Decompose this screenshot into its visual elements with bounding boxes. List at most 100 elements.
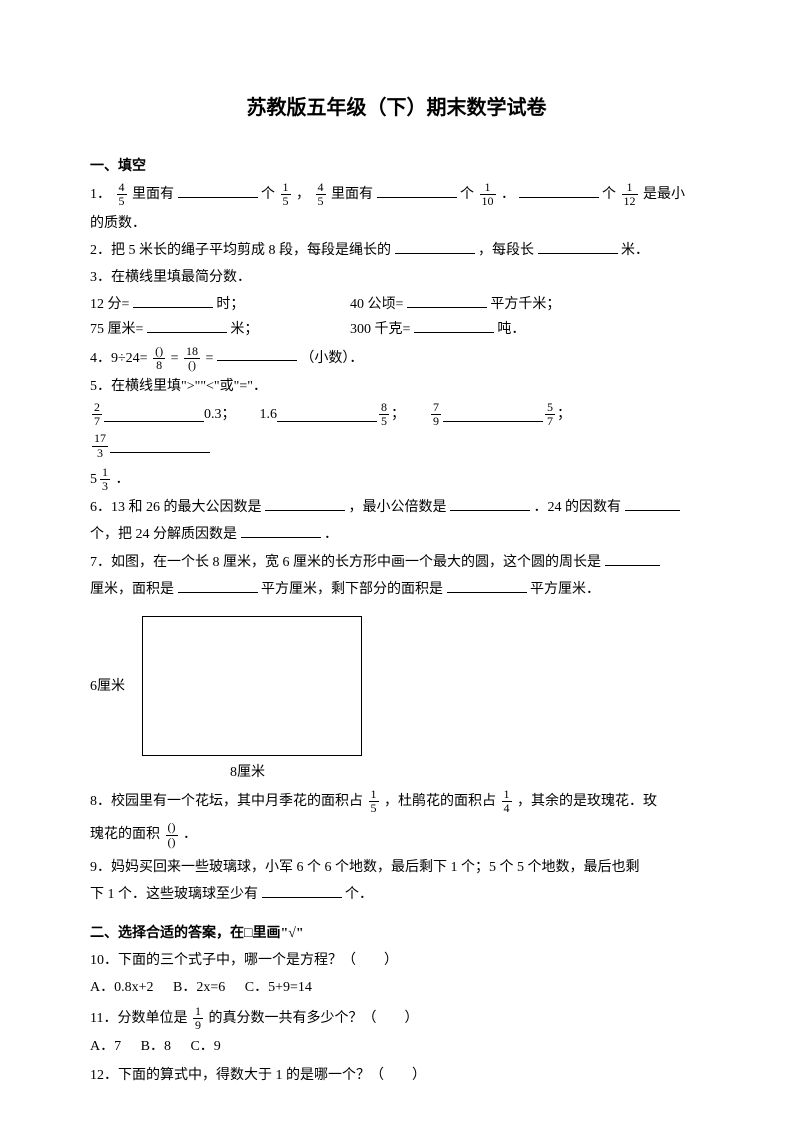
q5-a: 27 0.3； (90, 401, 236, 428)
option-a[interactable]: A．7 (90, 1039, 121, 1054)
text: ． (324, 527, 338, 542)
text: ，最小公倍数是 (349, 500, 447, 515)
blank[interactable] (265, 497, 345, 511)
blank[interactable] (104, 408, 204, 422)
blank[interactable] (178, 184, 258, 198)
text: （小数）． (300, 350, 363, 365)
text: 米． (621, 243, 649, 258)
blank[interactable] (443, 408, 543, 422)
blank[interactable] (407, 294, 487, 308)
rectangle-figure: 6厘米 8厘米 (90, 612, 703, 782)
blank[interactable] (110, 439, 210, 453)
text: 个 (460, 187, 474, 202)
blank[interactable] (625, 497, 680, 511)
blank[interactable] (414, 319, 494, 333)
blank[interactable] (447, 579, 527, 593)
text: 0.3； (204, 402, 236, 427)
q10-options: A．0.8x+2 B．2x=6 C．5+9=14 (90, 975, 703, 1000)
fraction-2-7: 27 (92, 401, 102, 428)
rect-box (142, 616, 362, 756)
option-b[interactable]: B．2x=6 (173, 980, 225, 995)
text: ，每段长 (478, 243, 534, 258)
fraction-1-12: 112 (622, 181, 638, 208)
q12: 12．下面的算式中，得数大于 1 的是哪一个？（ ） (90, 1063, 703, 1088)
q11: 11．分数单位是 19 的真分数一共有多少个？（ ） (90, 1005, 703, 1032)
q4: 4．9÷24= ()8 = 18() = （小数）． (90, 345, 703, 372)
blank[interactable] (605, 552, 660, 566)
q9: 9．妈妈买回来一些玻璃球，小军 6 个 6 个地数，最后剩下 1 个；5 个 5… (90, 855, 703, 880)
text: 吨． (497, 322, 525, 337)
text: 个 (261, 187, 275, 202)
text: = (206, 350, 214, 365)
text: 300 千克= (350, 322, 410, 337)
fraction-4-5: 45 (117, 181, 127, 208)
text: 是最小 (643, 187, 685, 202)
blank[interactable] (178, 579, 258, 593)
q5-c: 79 57 ； (429, 401, 571, 428)
fraction-1-4: 14 (502, 788, 512, 815)
blank[interactable] (538, 240, 618, 254)
blank[interactable] (450, 497, 530, 511)
blank[interactable] (147, 319, 227, 333)
blank[interactable] (277, 408, 377, 422)
text: 4．9÷24= (90, 350, 148, 365)
text: ．24 的因数有 (534, 500, 622, 515)
text: 平方厘米，剩下部分的面积是 (261, 582, 443, 597)
text: 2．把 5 米长的绳子平均剪成 8 段，每段是绳长的 (90, 243, 391, 258)
text: 平方千米； (490, 297, 560, 312)
rect-height-label: 6厘米 (90, 674, 125, 699)
q6: 6．13 和 26 的最大公因数是 ，最小公倍数是 ．24 的因数有 (90, 495, 703, 520)
blank[interactable] (241, 524, 321, 538)
text: ，其余的是玫瑰花．玫 (517, 794, 657, 809)
fraction-1-9: 19 (193, 1005, 203, 1032)
text: ； (557, 402, 571, 427)
text: 1.6 (260, 402, 278, 427)
q9-cont: 下 1 个．这些玻璃球至少有 个． (90, 882, 703, 907)
section-2-header: 二、选择合适的答案，在□里画"√" (90, 921, 703, 946)
fraction-paren-8: ()8 (153, 345, 165, 372)
option-a[interactable]: A．0.8x+2 (90, 980, 154, 995)
text: 个 (602, 187, 616, 202)
q1-cont: 的质数． (90, 211, 703, 236)
q6-cont: 个，把 24 分解质因数是 ． (90, 522, 703, 547)
blank[interactable] (217, 347, 297, 361)
exam-page: 苏教版五年级（下）期末数学试卷 一、填空 1． 45 里面有 个 15 ， 45… (0, 0, 793, 1122)
section-1-header: 一、填空 (90, 154, 703, 179)
fraction-1-5: 15 (281, 181, 291, 208)
fraction-5-7: 57 (545, 401, 555, 428)
text: ，杜鹃花的面积占 (384, 794, 496, 809)
text: = (171, 350, 179, 365)
fraction-1-5: 15 (369, 788, 379, 815)
q5-d: 173 (90, 432, 210, 459)
fraction-8-5: 85 (379, 401, 389, 428)
text: 平方厘米． (530, 582, 600, 597)
text: ； (391, 402, 405, 427)
fraction-1-10: 110 (480, 181, 496, 208)
text: 6．13 和 26 的最大公因数是 (90, 500, 262, 515)
text: 瑰花的面积 (90, 827, 160, 842)
text: ． (501, 187, 515, 202)
option-c[interactable]: C．9 (190, 1039, 220, 1054)
blank[interactable] (519, 184, 599, 198)
q2: 2．把 5 米长的绳子平均剪成 8 段，每段是绳长的 ，每段长 米． (90, 238, 703, 263)
q8-cont: 瑰花的面积 ()() ． (90, 821, 703, 848)
q8: 8．校园里有一个花坛，其中月季花的面积占 15 ，杜鹃花的面积占 14 ，其余的… (90, 788, 703, 815)
text: 个． (345, 887, 373, 902)
rect-width-label: 8厘米 (230, 760, 265, 785)
option-c[interactable]: C．5+9=14 (245, 980, 312, 995)
blank[interactable] (377, 184, 457, 198)
fraction-17-3: 173 (92, 432, 108, 459)
q5-header: 5．在横线里填">""<"或"="． (90, 374, 703, 399)
q1: 1． 45 里面有 个 15 ， 45 里面有 个 110 ． 个 112 是最… (90, 181, 703, 208)
text: 米； (230, 322, 258, 337)
q5-d2: 5 13 ． (90, 466, 703, 493)
blank[interactable] (395, 240, 475, 254)
q1-num: 1． (90, 187, 111, 202)
blank[interactable] (262, 884, 342, 898)
text: 75 厘米= (90, 322, 143, 337)
blank[interactable] (133, 294, 213, 308)
fraction-4-5b: 45 (316, 181, 326, 208)
text: 7．如图，在一个长 8 厘米，宽 6 厘米的长方形中画一个最大的圆，这个圆的周长… (90, 555, 601, 570)
option-b[interactable]: B．8 (141, 1039, 171, 1054)
q7: 7．如图，在一个长 8 厘米，宽 6 厘米的长方形中画一个最大的圆，这个圆的周长… (90, 550, 703, 575)
